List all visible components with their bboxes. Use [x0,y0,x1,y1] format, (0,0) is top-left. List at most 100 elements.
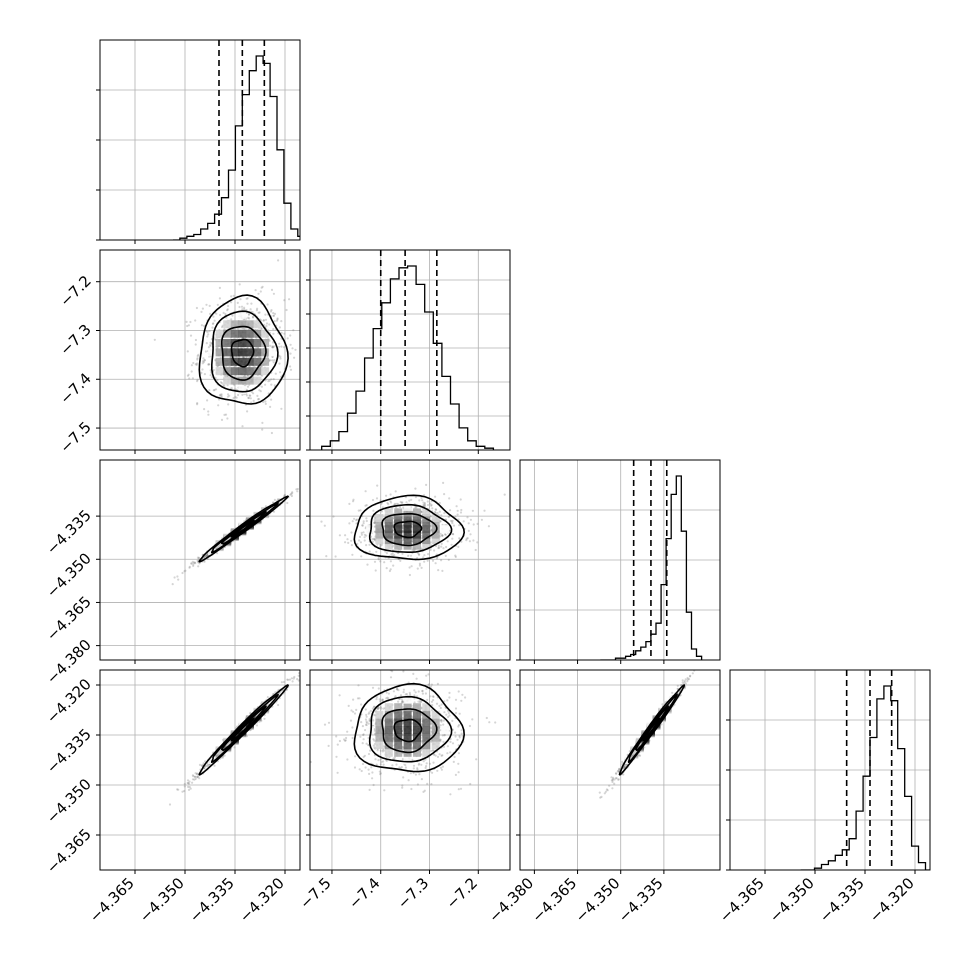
density-cell [431,530,440,539]
density-cell [394,508,403,517]
sample-point [368,772,371,776]
density-cell [431,718,440,727]
sample-point [232,294,235,297]
sample-point [327,721,331,724]
sample-point [208,304,211,307]
sample-point [246,297,249,300]
sample-point [327,744,330,748]
sample-point [425,674,428,677]
sample-point [453,755,456,759]
sample-point [272,314,275,317]
y-tick-label: −7.4 [56,369,94,407]
sample-point [503,493,506,496]
sample-point [390,553,393,556]
sample-point [449,509,452,512]
sample-point [418,762,421,765]
density-cell [238,339,247,347]
sample-point [432,749,435,752]
sample-point [270,378,273,381]
sample-point [399,694,403,697]
sample-point [447,515,450,519]
sample-point [389,676,393,679]
scatter-panel-3-2: −4.380−4.365−4.350−4.335 [485,669,721,926]
density-cell [223,339,232,347]
sample-point [425,765,428,768]
sample-point [418,564,421,567]
density-cell [384,519,393,528]
sample-point [223,384,226,387]
sample-point [448,529,452,532]
sample-point [436,682,439,686]
sample-point [416,783,419,786]
sample-point [191,377,194,380]
sample-point [408,573,411,577]
sample-point [457,752,460,755]
sample-point [258,389,261,392]
sample-point [426,559,429,562]
sample-point [418,499,421,502]
sample-point [261,428,264,431]
sample-point [346,538,349,541]
sample-point [220,418,224,421]
density-cell [394,710,403,719]
sample-point [213,764,216,767]
sample-point [412,771,415,775]
sample-point [411,758,414,762]
sample-point [213,388,216,392]
density-cell [431,519,440,528]
sample-point [441,534,444,537]
sample-point [227,393,230,396]
density-cell [394,718,403,727]
sample-point [387,503,390,506]
sample-point [401,725,404,729]
sample-point [422,501,425,504]
x-tick-label: −7.5 [296,874,334,912]
sample-point [207,363,210,366]
histogram-steps [321,265,495,450]
sample-point [353,712,357,715]
sample-point [374,569,377,572]
sample-point [224,413,228,416]
y-tick-label: −7.2 [56,272,94,310]
sample-point [276,318,279,321]
sample-point [218,286,221,289]
sample-point [226,308,229,311]
sample-point [403,662,405,664]
sample-point [293,675,296,679]
sample-point [360,703,363,706]
sample-point [273,384,276,387]
sample-point [255,724,259,727]
sample-point [214,388,218,391]
sample-point [454,707,458,710]
density-cell [245,367,254,376]
sample-point [380,502,383,506]
sample-point [475,758,478,761]
panel-frame [519,459,721,661]
sample-point [382,763,385,766]
sample-point [190,370,193,373]
density-cell [230,367,239,376]
sample-point [280,681,283,684]
sample-point [376,749,379,752]
contour-level-3 [198,684,290,776]
sample-point [408,499,411,502]
sample-point [437,544,440,548]
sample-point [435,702,439,705]
sample-point [336,771,339,774]
sample-point [216,379,219,382]
sample-point [247,312,251,316]
sample-point [367,752,371,756]
sample-point [389,560,392,563]
sample-point [399,559,402,563]
sample-point [302,382,304,384]
sample-point [198,562,201,565]
sample-point [276,317,279,320]
sample-point [203,408,206,411]
density-cell [245,320,254,329]
sample-point [385,759,388,762]
sample-point [196,776,199,779]
sample-point [387,692,390,695]
sample-point [444,554,447,558]
density-cell [403,703,412,712]
sample-point [365,720,368,723]
